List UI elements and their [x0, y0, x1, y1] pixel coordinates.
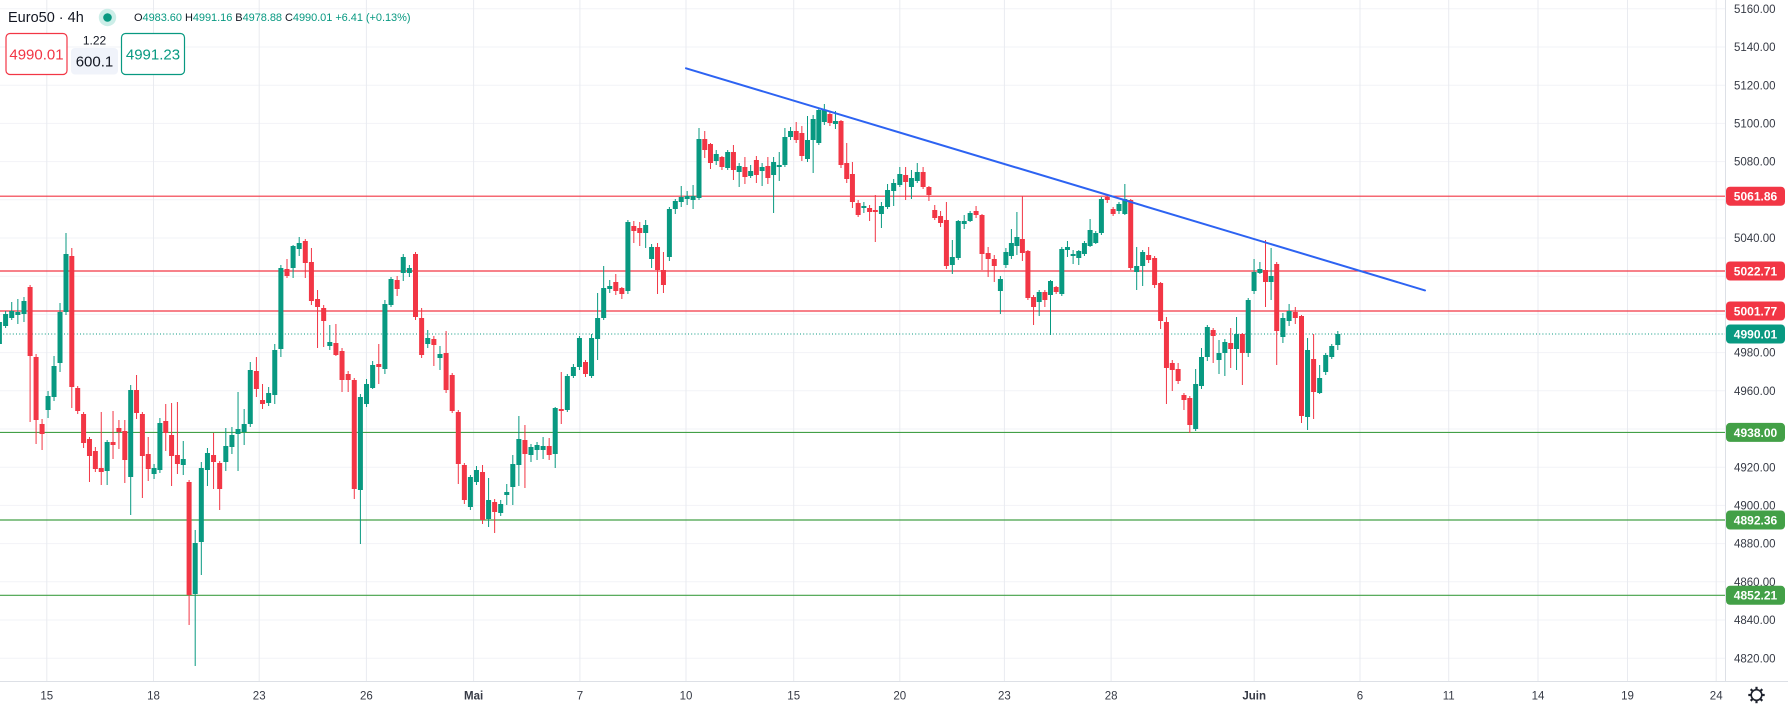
svg-text:10: 10 [680, 690, 693, 702]
svg-text:7: 7 [577, 690, 583, 702]
svg-text:1.22: 1.22 [83, 34, 107, 48]
svg-text:5140.00: 5140.00 [1734, 42, 1776, 54]
svg-text:4980.00: 4980.00 [1734, 348, 1776, 360]
svg-text:O4983.60 H4991.16 B4978.88 C49: O4983.60 H4991.16 B4978.88 C4990.01 +6.4… [134, 12, 410, 24]
svg-text:28: 28 [1105, 690, 1118, 702]
svg-text:5080.00: 5080.00 [1734, 157, 1776, 169]
svg-text:4880.00: 4880.00 [1734, 539, 1776, 551]
svg-text:20: 20 [893, 690, 906, 702]
svg-text:4900.00: 4900.00 [1734, 501, 1776, 513]
svg-text:15: 15 [40, 690, 53, 702]
svg-text:Juin: Juin [1242, 690, 1266, 702]
svg-text:11: 11 [1443, 690, 1455, 702]
svg-text:5022.71: 5022.71 [1734, 264, 1778, 278]
svg-text:15: 15 [787, 690, 800, 702]
svg-text:5160.00: 5160.00 [1734, 4, 1776, 16]
svg-text:Euro50 · 4h: Euro50 · 4h [8, 10, 84, 26]
svg-text:Mai: Mai [464, 690, 483, 702]
svg-text:4938.00: 4938.00 [1734, 426, 1778, 440]
svg-text:5040.00: 5040.00 [1734, 233, 1776, 245]
svg-text:4991.23: 4991.23 [126, 47, 180, 64]
svg-text:26: 26 [360, 690, 373, 702]
svg-text:23: 23 [253, 690, 266, 702]
svg-text:4920.00: 4920.00 [1734, 462, 1776, 474]
svg-text:5100.00: 5100.00 [1734, 119, 1776, 131]
svg-text:4852.21: 4852.21 [1734, 589, 1778, 603]
svg-text:600.1: 600.1 [76, 54, 114, 71]
svg-text:4990.01: 4990.01 [9, 47, 63, 64]
svg-text:5061.86: 5061.86 [1734, 190, 1778, 204]
svg-text:23: 23 [998, 690, 1011, 702]
svg-text:6: 6 [1357, 690, 1363, 702]
svg-text:18: 18 [147, 690, 160, 702]
svg-text:5001.77: 5001.77 [1734, 304, 1778, 318]
svg-text:24: 24 [1710, 690, 1723, 702]
svg-text:4820.00: 4820.00 [1734, 653, 1776, 665]
svg-text:4990.01: 4990.01 [1734, 327, 1778, 341]
svg-text:4960.00: 4960.00 [1734, 386, 1776, 398]
svg-text:4840.00: 4840.00 [1734, 615, 1776, 627]
svg-text:5120.00: 5120.00 [1734, 80, 1776, 92]
svg-text:4892.36: 4892.36 [1734, 513, 1778, 527]
svg-text:14: 14 [1532, 690, 1545, 702]
svg-text:19: 19 [1621, 690, 1634, 702]
